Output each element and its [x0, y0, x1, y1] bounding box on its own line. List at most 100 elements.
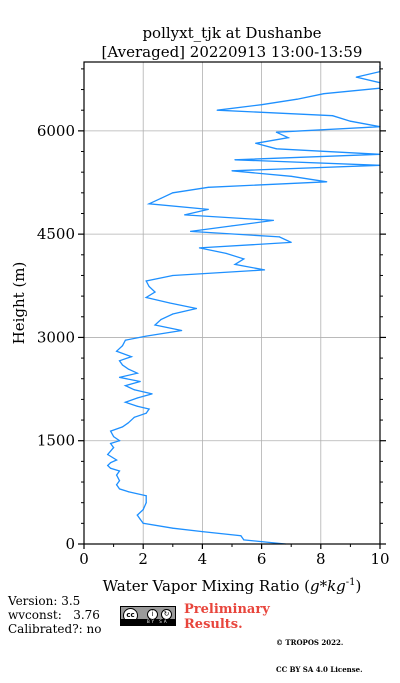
wv-profile-point — [127, 368, 129, 370]
wv-profile-point — [261, 104, 263, 106]
wv-profile-point — [121, 426, 124, 428]
wv-profile-point — [133, 389, 135, 391]
copyright: © TROPOS 2022. CC BY SA 4.0 License. — [276, 620, 363, 683]
x-tick-label: 4 — [198, 550, 208, 568]
wv-profile-point — [160, 318, 162, 321]
wv-profile-point — [127, 422, 129, 424]
wv-profile-point — [145, 502, 147, 504]
wv-profile-point — [181, 329, 183, 332]
wv-profile-point — [275, 148, 277, 150]
wv-profile-point — [278, 236, 280, 238]
wv-profile-point — [107, 464, 109, 467]
x-tick-label: 6 — [257, 550, 267, 568]
preliminary-results: Preliminary Results. — [184, 602, 270, 632]
wv-profile-point — [127, 491, 129, 493]
wv-profile-point — [118, 480, 121, 482]
wv-profile-point — [136, 514, 138, 516]
wv-profile-point — [240, 535, 242, 537]
wv-profile-point — [296, 98, 298, 100]
wv-profile-point — [243, 258, 245, 260]
wv-profile-point — [121, 364, 124, 366]
y-tick-label: 0 — [65, 535, 75, 553]
wv-profile-point — [115, 350, 118, 352]
wv-profile-point — [207, 186, 209, 188]
wv-profile-point — [136, 397, 138, 399]
wv-profile-point — [145, 335, 147, 337]
wv-profile-point — [124, 339, 127, 341]
x-axis-label-close: ) — [356, 577, 362, 595]
x-axis-label-main: Water Vapor Mixing Ratio ( — [103, 577, 310, 595]
wv-profile-point — [154, 324, 156, 326]
wv-profile-point — [323, 93, 325, 95]
wv-profile-point — [151, 393, 153, 395]
grid — [84, 62, 380, 544]
wv-profile-point — [207, 208, 209, 210]
wvconst-text: wvconst: 3.76 — [8, 608, 100, 622]
wv-profile-point — [216, 109, 218, 111]
wv-profile-point — [201, 531, 203, 533]
wv-profile-point — [290, 241, 292, 244]
wv-profile-point — [189, 230, 192, 232]
badge-label: BY SA — [147, 619, 169, 624]
wv-profile-point — [145, 280, 147, 282]
wv-profile-point — [148, 203, 150, 205]
wv-profile-point — [287, 137, 289, 139]
y-tick-label: 3000 — [37, 328, 75, 346]
wv-profile-point — [145, 495, 147, 497]
wv-profile-point — [133, 416, 135, 418]
wv-profile-point — [169, 302, 171, 304]
wv-profile-point — [113, 435, 115, 438]
x-axis-label: Water Vapor Mixing Ratio (g*kg-1) — [103, 577, 362, 595]
wv-profile-point — [130, 356, 132, 358]
wv-profile-point — [255, 142, 257, 144]
wv-profile-point — [142, 508, 144, 511]
wv-profile-point — [148, 408, 150, 410]
wv-profile-point — [225, 252, 227, 255]
wv-profile-point — [118, 360, 121, 362]
wv-profile-point — [231, 225, 233, 227]
preliminary-line2: Results. — [184, 617, 243, 632]
x-tick-label: 2 — [138, 550, 148, 568]
wv-profile-point — [115, 474, 118, 476]
x-axis-label-exponent: -1 — [346, 577, 356, 588]
wv-profile-point — [275, 131, 277, 133]
wv-profile-point — [115, 484, 118, 486]
wv-profile-point — [172, 274, 174, 277]
wv-profile-point — [115, 459, 118, 461]
wv-profile-point — [121, 345, 124, 347]
wv-profile-point — [154, 291, 156, 293]
wv-profile-point — [107, 453, 109, 456]
wv-profile-point — [118, 470, 121, 472]
wv-profile-point — [136, 405, 138, 407]
version-text: Version: 3.5 — [8, 594, 81, 608]
wv-profile-point — [113, 447, 115, 449]
y-axis-label: Height (m) — [10, 262, 28, 345]
badge-strip — [121, 619, 175, 625]
wv-profile-point — [110, 430, 112, 432]
calibrated-text: Calibrated?: no — [8, 622, 102, 636]
wv-profile-point — [148, 285, 150, 288]
plot-frame — [83, 61, 381, 545]
copyright-line1: © TROPOS 2022. — [276, 638, 344, 647]
wv-profile-point — [145, 296, 147, 299]
wv-profile-point — [118, 376, 121, 378]
wv-profile-point — [124, 385, 127, 387]
preliminary-line1: Preliminary — [184, 602, 270, 617]
wv-profile-point — [243, 539, 245, 541]
wv-profile-line — [106, 66, 380, 544]
wv-profile-point — [118, 488, 121, 490]
wv-profile-point — [195, 307, 198, 310]
wv-profile-point — [124, 401, 127, 403]
y-tick-label: 1500 — [37, 432, 75, 450]
wv-profile-point — [145, 412, 147, 414]
wv-profile-point — [231, 170, 233, 172]
x-tick-label: 10 — [370, 550, 389, 568]
wv-profile-point — [263, 269, 266, 271]
wv-profile-point — [139, 380, 141, 383]
chart: pollyxt_tjk at Dushanbe [Averaged] 20220… — [10, 24, 390, 595]
wv-profile-point — [172, 192, 174, 194]
x-axis-label-unit: g*kg — [310, 577, 346, 595]
wv-profile-point — [349, 120, 351, 122]
wv-profile-point — [110, 462, 112, 464]
wv-profile-point — [234, 263, 236, 266]
